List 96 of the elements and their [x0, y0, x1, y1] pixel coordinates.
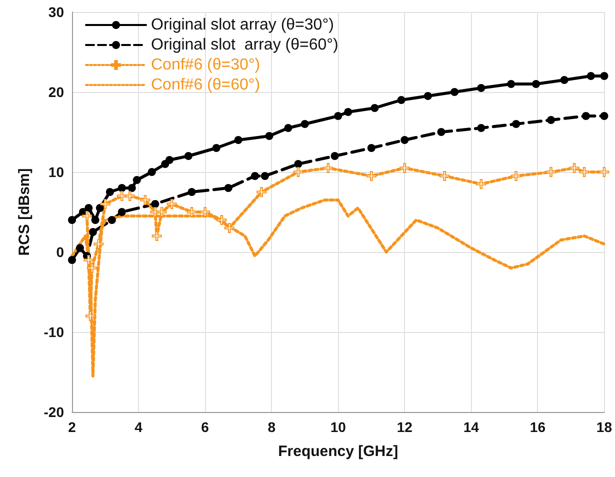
- point: [367, 144, 376, 152]
- point: [85, 311, 96, 321]
- point: [166, 199, 177, 209]
- point: [300, 120, 309, 128]
- x-tick-label: 6: [201, 419, 210, 435]
- point: [323, 163, 334, 173]
- point: [216, 215, 227, 225]
- point: [156, 207, 167, 217]
- point: [532, 80, 540, 88]
- point: [560, 76, 568, 84]
- point: [152, 231, 162, 241]
- point: [88, 228, 97, 236]
- point: [151, 200, 160, 208]
- point: [511, 171, 522, 181]
- x-axis-title: Frequency [GHz]: [278, 443, 398, 460]
- point: [76, 244, 84, 252]
- point: [68, 256, 76, 264]
- point: [397, 96, 406, 104]
- point: [477, 84, 486, 92]
- point: [476, 179, 486, 189]
- point: [582, 112, 590, 120]
- x-tick-label: 10: [330, 419, 346, 435]
- point: [512, 120, 520, 128]
- point: [569, 163, 580, 173]
- point: [212, 144, 220, 152]
- point: [344, 108, 352, 116]
- point: [260, 172, 269, 180]
- point: [96, 204, 104, 212]
- point: [330, 152, 339, 160]
- x-tick-label: 14: [463, 419, 480, 435]
- y-tick-label: 20: [48, 84, 64, 100]
- point: [250, 172, 259, 180]
- point: [108, 216, 116, 224]
- y-tick-label: 30: [48, 4, 64, 20]
- point: [546, 167, 556, 177]
- point: [188, 188, 196, 196]
- legend-label: Conf#6 (θ=30°): [151, 56, 260, 74]
- point: [294, 160, 302, 168]
- point: [140, 195, 150, 205]
- point: [86, 263, 97, 273]
- point: [366, 171, 376, 181]
- point: [265, 132, 274, 140]
- point: [118, 184, 126, 192]
- point: [91, 216, 100, 224]
- x-tick-label: 8: [268, 419, 276, 435]
- point: [118, 208, 126, 216]
- point: [600, 72, 608, 80]
- x-tick-label: 4: [134, 419, 143, 435]
- point: [106, 188, 114, 196]
- point: [186, 207, 197, 217]
- point: [68, 216, 76, 224]
- x-tick-label: 2: [68, 419, 76, 435]
- point: [400, 136, 409, 144]
- legend-label: Original slot array (θ=60°): [151, 36, 338, 54]
- point: [100, 199, 110, 209]
- point: [234, 136, 242, 144]
- point: [424, 92, 432, 100]
- point: [547, 116, 555, 124]
- y-axis-title: RCS [dBsm]: [16, 168, 33, 256]
- point: [440, 171, 450, 181]
- point: [200, 207, 210, 217]
- point: [579, 167, 590, 177]
- point: [224, 184, 232, 192]
- point: [293, 167, 304, 177]
- x-tick-label: 12: [396, 419, 413, 435]
- point: [94, 239, 104, 249]
- point: [599, 167, 610, 177]
- point: [586, 72, 595, 80]
- y-tick-label: -20: [44, 404, 64, 420]
- point: [84, 255, 94, 265]
- y-tick-label: 10: [48, 164, 64, 180]
- point: [148, 168, 156, 176]
- point: [128, 184, 136, 192]
- point: [224, 223, 234, 233]
- y-tick-label: -10: [44, 324, 64, 340]
- point: [284, 124, 292, 132]
- point: [507, 80, 516, 88]
- point: [400, 163, 410, 173]
- point: [370, 104, 379, 112]
- legend-label: Original slot array (θ=30°): [151, 16, 334, 34]
- point: [82, 211, 92, 221]
- point: [477, 124, 486, 132]
- point: [84, 204, 93, 212]
- legend-label: Conf#6 (θ=60°): [151, 76, 260, 94]
- point: [124, 191, 135, 201]
- point: [450, 88, 459, 96]
- x-tick-label: 16: [530, 419, 546, 435]
- point: [165, 156, 174, 164]
- point: [256, 187, 267, 197]
- point: [184, 152, 192, 160]
- y-tick-label: 0: [56, 244, 64, 260]
- point: [334, 112, 342, 120]
- point: [600, 112, 608, 120]
- point: [132, 176, 141, 184]
- x-tick-label: 18: [596, 419, 612, 435]
- point: [437, 128, 446, 136]
